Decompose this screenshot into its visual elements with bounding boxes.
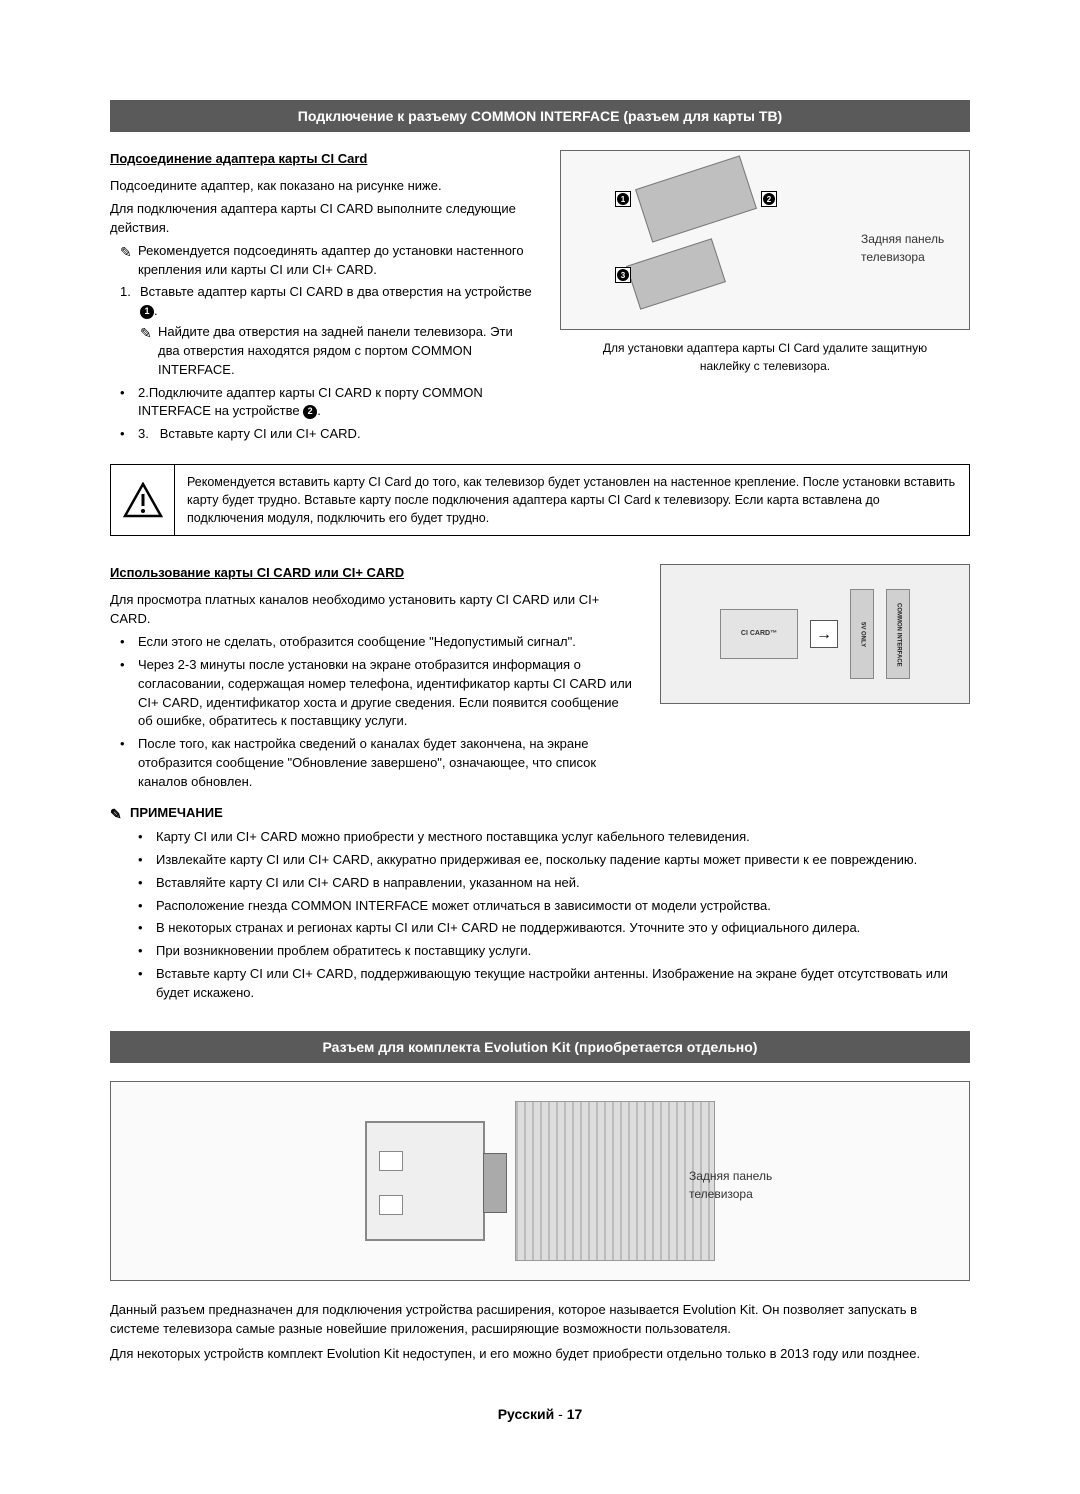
section1-left-column: Подсоединение адаптера карты CI Card Под… [110,150,536,448]
recommendation-note: ✎ Рекомендуется подсоединять адаптер до … [120,242,536,280]
bullet-b3-text: После того, как настройка сведений о кан… [138,735,636,792]
ci-adapter-diagram: 1 2 3 Задняя панель телевизора [560,150,970,330]
section1-two-column: Подсоединение адаптера карты CI Card Под… [110,150,970,448]
chip-port-1 [379,1151,403,1171]
note-n5: В некоторых странах и регионах карты CI … [138,919,970,938]
bullet-b3: После того, как настройка сведений о кан… [120,735,636,792]
step-2-body: 2.Подключите адаптер карты CI CARD к пор… [138,384,536,422]
section2-left-column: Использование карты CI CARD или CI+ CARD… [110,564,636,795]
step-1-number: 1. [120,283,140,379]
step-3-body: 3. Вставьте карту CI или CI+ CARD. [138,425,536,444]
page-footer: Русский - 17 [110,1404,970,1424]
circle-2-icon: 2 [303,405,317,419]
note-n4: Расположение гнезда COMMON INTERFACE мож… [138,897,970,916]
intro-paragraph-2: Для подключения адаптера карты CI CARD в… [110,200,536,238]
notes-list: Карту CI или CI+ CARD можно приобрести у… [138,828,970,1003]
warning-box: Рекомендуется вставить карту CI Card до … [110,464,970,536]
footer-page-number: 17 [567,1406,583,1422]
step-2: 2.Подключите адаптер карты CI CARD к пор… [120,384,536,422]
note-n6: При возникновении проблем обратитесь к п… [138,942,970,961]
step-1-text-a: Вставьте адаптер карты CI CARD в два отв… [140,284,532,299]
note-n3: Вставляйте карту CI или CI+ CARD в напра… [138,874,970,893]
bullet-b2-text: Через 2-3 минуты после установки на экра… [138,656,636,731]
note-n7: Вставьте карту CI или CI+ CARD, поддержи… [138,965,970,1003]
note-n1-text: Карту CI или CI+ CARD можно приобрести у… [156,828,970,847]
tv-rear-panel-illustration [515,1101,715,1261]
arrow-right-icon: → [810,620,838,648]
bullet-b1: Если этого не сделать, отобразится сообщ… [120,633,636,652]
step-1-subnote-text: Найдите два отверстия на задней панели т… [158,323,536,380]
ci-card-slot-diagram: CI CARD™ → 5V ONLY COMMON INTERFACE [660,564,970,704]
step-1-text-b: . [154,303,158,318]
ci-card-illustration: CI CARD™ [720,609,798,659]
step-1-subnote: ✎ Найдите два отверстия на задней панели… [140,323,536,380]
note-n3-text: Вставляйте карту CI или CI+ CARD в напра… [156,874,970,893]
section2-two-column: Использование карты CI CARD или CI+ CARD… [110,564,970,795]
evolution-diagram-label: Задняя панель телевизора [689,1168,819,1203]
evolution-kit-chip [365,1121,485,1241]
chip-connector [483,1153,507,1213]
note-n2: Извлекайте карту CI или CI+ CARD, аккура… [138,851,970,870]
step-1-body: Вставьте адаптер карты CI CARD в два отв… [140,283,536,379]
marker-2: 2 [761,191,777,207]
steps-continued: 2.Подключите адаптер карты CI CARD к пор… [120,384,536,445]
footer-sep: - [558,1406,563,1422]
section-header-common-interface: Подключение к разъему COMMON INTERFACE (… [110,100,970,132]
section2-bullet-list: Если этого не сделать, отобразится сообщ… [120,633,636,792]
section-header-evolution-kit: Разъем для комплекта Evolution Kit (прио… [110,1031,970,1063]
intro-paragraph-1: Подсоедините адаптер, как показано на ри… [110,177,536,196]
section2-intro: Для просмотра платных каналов необходимо… [110,591,636,629]
note-n2-text: Извлекайте карту CI или CI+ CARD, аккура… [156,851,970,870]
note-icon: ✎ [140,323,158,380]
section1-right-column: 1 2 3 Задняя панель телевизора Для устан… [560,150,970,375]
note-icon: ✎ [120,242,138,262]
step-3-text: Вставьте карту CI или CI+ CARD. [160,426,361,441]
evolution-p1: Данный разъем предназначен для подключен… [110,1301,970,1339]
card-illustration-2 [626,239,726,311]
card-illustration-1 [635,156,757,243]
subheading-ci-adapter: Подсоединение адаптера карты CI Card [110,150,536,169]
note-n1: Карту CI или CI+ CARD можно приобрести у… [138,828,970,847]
marker-1: 1 [615,191,631,207]
warning-triangle-icon [123,482,163,518]
slot-5v: 5V ONLY [850,589,874,679]
warning-text: Рекомендуется вставить карту CI Card до … [175,465,969,535]
bullet-b1-text: Если этого не сделать, отобразится сообщ… [138,633,636,652]
chip-port-2 [379,1195,403,1215]
step-3-number: 3. [138,426,149,441]
warning-icon-cell [111,465,175,535]
step-3: 3. Вставьте карту CI или CI+ CARD. [120,425,536,444]
evolution-kit-diagram: Задняя панель телевизора [110,1081,970,1281]
note-heading-text: ПРИМЕЧАНИЕ [130,804,223,823]
recommendation-text: Рекомендуется подсоединять адаптер до ус… [138,242,536,280]
step-1: 1. Вставьте адаптер карты CI CARD в два … [120,283,536,379]
note-n4-text: Расположение гнезда COMMON INTERFACE мож… [156,897,970,916]
footer-language: Русский [498,1406,555,1422]
note-n6-text: При возникновении проблем обратитесь к п… [156,942,970,961]
diagram-caption: Для установки адаптера карты CI Card уда… [560,340,970,375]
note-icon: ✎ [110,804,130,824]
circle-1-icon: 1 [140,305,154,319]
subheading-using-ci-card: Использование карты CI CARD или CI+ CARD [110,564,636,583]
slot-common-interface: COMMON INTERFACE [886,589,910,679]
bullet-b2: Через 2-3 минуты после установки на экра… [120,656,636,731]
step-2-text-b: . [317,403,321,418]
evolution-p2: Для некоторых устройств комплект Evoluti… [110,1345,970,1364]
note-n5-text: В некоторых странах и регионах карты CI … [156,919,970,938]
marker-3: 3 [615,267,631,283]
note-n7-text: Вставьте карту CI или CI+ CARD, поддержи… [156,965,970,1003]
note-heading: ✎ ПРИМЕЧАНИЕ [110,804,970,824]
section2-right-column: CI CARD™ → 5V ONLY COMMON INTERFACE [660,564,970,704]
install-steps-list: 1. Вставьте адаптер карты CI CARD в два … [120,283,536,379]
rear-panel-label: Задняя панель телевизора [861,231,951,266]
